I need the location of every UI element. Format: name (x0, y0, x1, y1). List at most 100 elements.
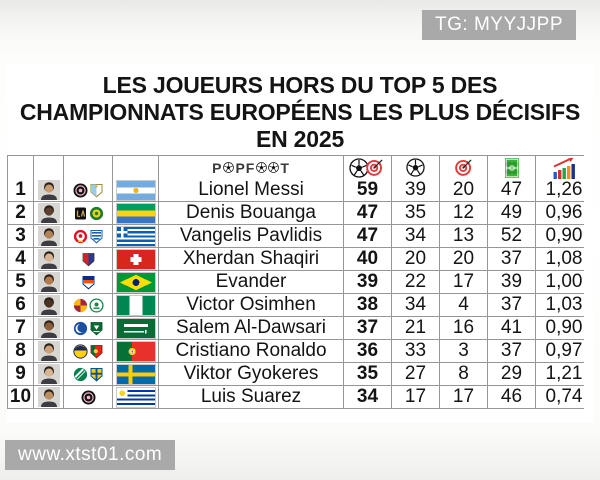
assists-value: 16 (452, 317, 475, 338)
popfoot-logo: P PF T (212, 160, 290, 176)
clubs-cell (64, 248, 112, 270)
assists-value: 20 (452, 248, 475, 269)
matches-value: 37 (500, 340, 523, 361)
telegram-watermark: TG: MYYJJPP (422, 10, 576, 40)
player-name-cell: Victor Osimhen (159, 294, 343, 316)
photo-cell (34, 294, 63, 316)
flag-switzerland (115, 248, 156, 270)
ratio-value: 0,90 (545, 225, 583, 246)
player-photo (37, 180, 60, 200)
flag-brazil (115, 271, 156, 293)
matches-cell: 37 (488, 294, 535, 316)
player-name-cell: Vangelis Pavlidis (159, 225, 343, 247)
goal-contributions-cell: 39 (344, 271, 391, 293)
flag-cell (113, 271, 158, 293)
photo-cell (34, 225, 63, 247)
player-name: Vangelis Pavlidis (179, 225, 323, 246)
clubs-cell (64, 202, 112, 224)
goals-cell: 39 (392, 179, 439, 201)
title-line-2: CHAMPIONNATS EUROPÉENS LES PLUS DÉCISIFS (19, 99, 581, 125)
matches-value: 29 (500, 363, 523, 384)
photo-cell (34, 179, 63, 201)
matches-value: 37 (500, 248, 523, 269)
header-clubs-cell (64, 156, 112, 179)
club-logo-inter-miami (81, 390, 95, 404)
photo-cell (34, 363, 63, 385)
club-logo-greece-federation (90, 229, 102, 243)
goals-value: 21 (404, 317, 427, 338)
title-line-3: EN 2025 (255, 126, 345, 152)
player-name: Salem Al-Dawsari (176, 317, 326, 338)
ratio-cell: 1,03 (536, 294, 592, 316)
player-photo (37, 318, 60, 338)
assists-value: 4 (458, 294, 469, 315)
ratio-cell: 1,08 (536, 248, 592, 270)
player-name-cell: Cristiano Ronaldo (159, 340, 343, 362)
rank-cell: 3 (8, 225, 33, 247)
pitch-icon (504, 157, 519, 178)
player-name: Victor Osimhen (186, 294, 316, 315)
clubs-cell (64, 271, 112, 293)
goals-cell: 17 (392, 386, 439, 408)
ratio-value: 1,03 (545, 294, 583, 315)
goals-value: 39 (404, 179, 427, 200)
goals-value: 20 (404, 248, 427, 269)
header-goals (392, 156, 439, 179)
player-photo (37, 341, 60, 361)
assists-cell: 3 (440, 340, 487, 362)
matches-value: 52 (500, 225, 523, 246)
player-name: Xherdan Shaqiri (182, 248, 320, 269)
player-photo (37, 295, 60, 315)
player-name-cell: Viktor Gyokeres (159, 363, 343, 385)
player-name: Denis Bouanga (186, 202, 316, 223)
photo-cell (34, 202, 63, 224)
clubs-cell (64, 363, 112, 385)
soccer-ball-icon (268, 162, 280, 173)
goal-contributions-cell: 47 (344, 225, 391, 247)
rank-value: 6 (15, 294, 26, 315)
flag-cell (113, 340, 158, 362)
content-card: LES JOUEURS HORS DU TOP 5 DES CHAMPIONNA… (6, 63, 594, 423)
goals-cell: 34 (392, 294, 439, 316)
rank-value: 1 (15, 179, 26, 200)
flag-portugal (115, 340, 156, 362)
soccer-ball-icon (256, 162, 268, 173)
player-name-cell: Salem Al-Dawsari (159, 317, 343, 339)
rank-cell: 2 (8, 202, 33, 224)
flag-cell (113, 386, 158, 408)
ratio-cell: 0,96 (536, 202, 592, 224)
matches-value: 37 (500, 294, 523, 315)
goals-cell: 33 (392, 340, 439, 362)
player-name-cell: Xherdan Shaqiri (159, 248, 343, 270)
goals-value: 17 (404, 386, 427, 407)
goals-cell: 21 (392, 317, 439, 339)
goal-contributions-value: 38 (356, 294, 379, 315)
flag-cell (113, 317, 158, 339)
rank-cell: 1 (8, 179, 33, 201)
flag-nigeria (115, 294, 156, 316)
rank-value: 5 (15, 271, 26, 292)
assists-cell: 20 (440, 179, 487, 201)
goals-cell: 27 (392, 363, 439, 385)
assists-value: 12 (452, 202, 475, 223)
club-logo-portugal-federation (90, 344, 102, 358)
goal-contributions-cell: 59 (344, 179, 391, 201)
matches-value: 41 (500, 317, 523, 338)
goal-contributions-value: 40 (356, 248, 379, 269)
brand-part-3: T (280, 159, 290, 176)
header-rank-cell (8, 156, 33, 179)
flag-cell (113, 363, 158, 385)
photo-cell (34, 386, 63, 408)
assists-cell: 16 (440, 317, 487, 339)
matches-cell: 49 (488, 202, 535, 224)
matches-cell: 47 (488, 179, 535, 201)
matches-value: 46 (500, 386, 523, 407)
club-logo-galatasaray (73, 298, 87, 312)
header-goal-contributions (344, 156, 391, 179)
soccer-ball-icon (348, 157, 369, 178)
player-photo (37, 249, 60, 269)
page-title: LES JOUEURS HORS DU TOP 5 DES CHAMPIONNA… (6, 63, 594, 153)
flag-saudi-arabia (115, 317, 156, 339)
player-name: Evander (215, 271, 287, 292)
rank-cell: 4 (8, 248, 33, 270)
